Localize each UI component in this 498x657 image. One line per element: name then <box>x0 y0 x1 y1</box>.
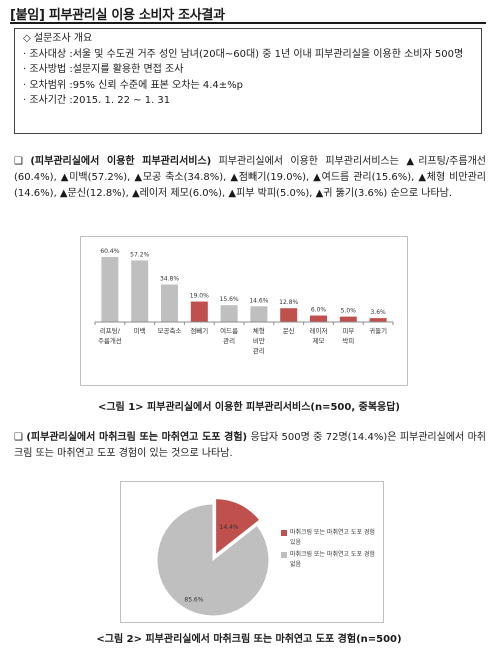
bar <box>161 284 178 322</box>
survey-row-target: · 조사대상 : 서울 및 수도권 거주 성인 남녀(20대~60대) 중 1년… <box>23 47 473 63</box>
survey-row-key: · 조사방법 : <box>23 64 73 75</box>
bar-chart-canvas: 60.4% 리프팅/주름개선 57.2% 미백 34.8% 모공축소 19.0% 점빼기 15.… <box>94 248 394 355</box>
legend-entry: 마취크림 또는 마취연고 도포 경험 있음 <box>281 528 381 548</box>
section-marker: ❑ <box>14 156 31 167</box>
bar-value-label: 12.8% <box>279 299 298 306</box>
survey-row-value: 95% 신뢰 수준에 표본 오차는 4.4±%p <box>72 79 243 91</box>
bar <box>280 308 298 322</box>
pie-chart-canvas: 14.4% 85.6% <box>156 498 270 617</box>
survey-row-value: 설문지를 활용한 면접 조사 <box>72 64 184 75</box>
survey-row-period: · 조사기간 : 2015. 1. 22 ~ 1. 31 <box>23 93 473 109</box>
pie-slice <box>156 503 270 617</box>
legend-swatch <box>281 530 287 536</box>
bar <box>250 306 268 322</box>
category-label: 귀뚫기 <box>369 326 387 335</box>
section-anesthetic: ❑ (피부관리실에서 마취크림 또는 마취연고 도포 경험) 응답자 500명 … <box>14 430 486 462</box>
section-heading: (피부관리실에서 이용한 피부관리서비스) <box>30 156 212 167</box>
bar <box>369 318 387 322</box>
pie-slice-label: 85.6% <box>184 596 203 603</box>
legend-entry: 마취크림 또는 마취연고 도포 경험 없음 <box>281 550 381 570</box>
bar <box>339 316 357 322</box>
figure2-caption: <그림 2> 피부관리실에서 마취크림 또는 마취연고 도포 경험(n=500) <box>96 634 402 645</box>
figure1-caption: <그림 1> 피부관리실에서 이용한 피부관리서비스(n=500, 중복응답) <box>97 402 401 413</box>
bar <box>101 256 119 322</box>
survey-row-key: · 조사대상 : <box>23 48 73 60</box>
legend-swatch <box>281 552 287 558</box>
bar-value-label: 15.6% <box>220 296 239 303</box>
section-body: 응답자 500명 중 72명(14.4%)은 피부관리실에서 마취크림 또는 마… <box>14 432 486 459</box>
category-label: 미백 <box>134 326 146 335</box>
section-services: ❑ (피부관리실에서 이용한 피부관리서비스) 피부관리실에서 이용한 피부관리… <box>14 154 486 202</box>
category-label: 문신 <box>283 326 295 335</box>
bar <box>220 305 238 322</box>
bar-value-label: 6.0% <box>311 307 327 314</box>
survey-row-value: 서울 및 수도권 거주 성인 남녀(20대~60대) 중 1년 이내 피부관리실… <box>72 48 464 60</box>
section-heading: (피부관리실에서 마취크림 또는 마취연고 도포 경험) <box>26 432 248 443</box>
category-label: 레이저 제모 <box>310 326 328 345</box>
bar-value-label: 57.2% <box>130 251 149 258</box>
page-title: [붙임] 피부관리실 이용 소비자 조사결과 <box>10 8 225 23</box>
survey-row-key: · 오차범위 : <box>23 79 73 91</box>
legend-label: 마취크림 또는 마취연고 도포 경험 있음 <box>290 529 375 546</box>
bar-value-label: 5.0% <box>341 308 357 315</box>
survey-overview-box: ◇ 설문조사 개요 · 조사대상 : 서울 및 수도권 거주 성인 남녀(20대… <box>14 28 482 134</box>
category-label: 체형 비만 관리 <box>253 327 265 355</box>
bar <box>190 301 208 322</box>
anesthetic-pie-chart: 14.4% 85.6% 마취크림 또는 마취연고 도포 경험 있음 마취크림 또는 … <box>120 481 384 623</box>
category-label: 여드름 관리 <box>220 326 238 345</box>
survey-row-value: 2015. 1. 22 ~ 1. 31 <box>72 95 171 106</box>
legend-label: 마취크림 또는 마취연고 도포 경험 없음 <box>290 551 375 568</box>
pie-slice-label: 14.4% <box>220 524 239 531</box>
survey-row-error: · 오차범위 : 95% 신뢰 수준에 표본 오차는 4.4±%p <box>23 78 473 94</box>
survey-row-key: · 조사기간 : <box>23 95 73 106</box>
services-bar-chart: 60.4% 리프팅/주름개선 57.2% 미백 34.8% 모공축소 19.0% 점빼기 15.… <box>80 236 408 386</box>
section-body: 피부관리실에서 이용한 피부관리서비스는 ▲리프팅/주름개선(60.4%), ▲… <box>14 156 486 199</box>
category-label: 피부 박피 <box>342 326 354 345</box>
bar <box>310 315 327 322</box>
bar <box>131 260 149 322</box>
survey-heading: ◇ 설문조사 개요 <box>23 33 93 44</box>
category-label: 리프팅/주름개선 <box>98 326 122 345</box>
bar-value-label: 3.6% <box>370 309 386 316</box>
survey-row-method: · 조사방법 : 설문지를 활용한 면접 조사 <box>23 62 473 78</box>
title-divider <box>10 22 486 24</box>
category-label: 점빼기 <box>190 326 208 335</box>
section-marker: ❑ <box>14 432 27 443</box>
bar-value-label: 60.4% <box>100 248 119 255</box>
category-label: 모공축소 <box>158 326 182 335</box>
bar-value-label: 19.0% <box>190 293 209 300</box>
pie-slice <box>215 498 261 556</box>
bar-value-label: 14.6% <box>249 297 268 304</box>
bar-value-label: 34.8% <box>160 276 179 283</box>
